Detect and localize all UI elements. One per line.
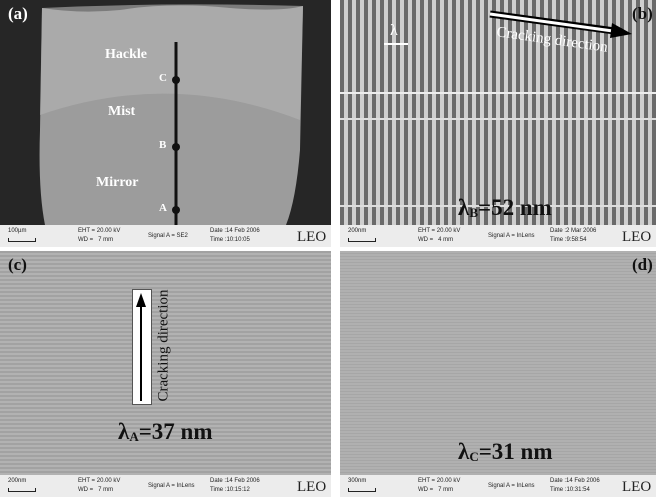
info-bar: 300nm EHT = 20.00 kV WD = 7 mm Signal A = I…: [340, 475, 656, 497]
panel-label: (c): [8, 255, 27, 275]
value: =31 nm: [479, 439, 553, 464]
info-signal: Signal A = InLens: [488, 483, 535, 489]
info-bar: 200nm EHT = 20.00 kV WD = 4 mm Signal A = I…: [340, 225, 656, 247]
subscript: A: [129, 429, 138, 444]
info-signal: Signal A = SE2: [148, 233, 188, 239]
info-bar: 200nm EHT = 20.00 kV WD = 7 mm Signal A = I…: [0, 475, 331, 497]
info-eht: EHT = 20.00 kV: [78, 478, 120, 484]
point-label: B: [159, 139, 166, 151]
info-date: Date :14 Feb 2006: [210, 478, 260, 484]
info-wd: WD = 7 mm: [78, 237, 113, 243]
info-time: Time :10:31:54: [550, 487, 590, 493]
info-date: Date :14 Feb 2006: [210, 228, 260, 234]
annotation: Hackle: [105, 47, 147, 63]
info-logo: LEO: [622, 229, 651, 246]
symbol: λ: [458, 439, 469, 464]
info-time: Time :10:15:12: [210, 487, 250, 493]
point-label: A: [159, 202, 167, 214]
value: =52 nm: [478, 195, 552, 220]
info-signal: Signal A = InLens: [488, 233, 535, 239]
info-time: Time :10:10:05: [210, 237, 250, 243]
info-wd: WD = 7 mm: [418, 487, 453, 493]
info-eht: EHT = 20.00 kV: [418, 478, 460, 484]
scale-bar: [348, 238, 376, 242]
info-scale: 200nm: [348, 228, 366, 234]
subscript: C: [469, 449, 478, 464]
panel-d: (d) λC=31 nm 300nm EHT = 20.00 kV WD = 7 m…: [340, 251, 656, 497]
arrowhead: [136, 293, 146, 307]
info-logo: LEO: [297, 479, 326, 496]
wavelength: λA=37 nm: [118, 419, 213, 445]
annotation: Mist: [108, 104, 135, 120]
scale-bar: [8, 488, 36, 492]
subscript: B: [469, 205, 478, 220]
panel-label: (d): [632, 255, 653, 275]
info-wd: WD = 4 mm: [418, 237, 453, 243]
info-eht: EHT = 20.00 kV: [418, 228, 460, 234]
panel-a: (a) Hackle Mist Mirror C B A 100µm EHT = …: [0, 0, 331, 247]
lambda: λ: [390, 22, 398, 40]
point-c: [172, 76, 180, 84]
info-scale: 100µm: [8, 228, 26, 234]
wavelength: λC=31 nm: [458, 439, 553, 465]
arrowhead: [610, 23, 632, 38]
wavelength: λB=52 nm: [458, 195, 552, 221]
info-date: Date :14 Feb 2006: [550, 478, 600, 484]
info-wd: WD = 7 mm: [78, 487, 113, 493]
direction-label: Cracking direction: [156, 289, 173, 401]
info-scale: 300nm: [348, 478, 366, 484]
point-a: [172, 206, 180, 214]
value: =37 nm: [139, 419, 213, 444]
info-time: Time :9:58:54: [550, 237, 586, 243]
symbol: λ: [118, 419, 129, 444]
scale-bar: [348, 488, 376, 492]
annotation: Mirror: [96, 175, 139, 191]
panel-label: (a): [8, 4, 28, 24]
info-logo: LEO: [622, 479, 651, 496]
point-label: C: [159, 72, 167, 84]
panel-c: (c) Cracking direction λA=37 nm 200nm EHT…: [0, 251, 331, 497]
fracture-image: [0, 0, 331, 225]
info-logo: LEO: [297, 229, 326, 246]
scale-bar: [8, 238, 36, 242]
info-bar: 100µm EHT = 20.00 kV WD = 7 mm Signal A = S…: [0, 225, 331, 247]
info-date: Date :2 Mar 2006: [550, 228, 596, 234]
page: (a) Hackle Mist Mirror C B A 100µm EHT = …: [0, 0, 656, 497]
info-scale: 200nm: [8, 478, 26, 484]
panel-label: (b): [632, 4, 653, 24]
symbol: λ: [458, 195, 469, 220]
point-b: [172, 143, 180, 151]
info-eht: EHT = 20.00 kV: [78, 228, 120, 234]
info-signal: Signal A = InLens: [148, 483, 195, 489]
